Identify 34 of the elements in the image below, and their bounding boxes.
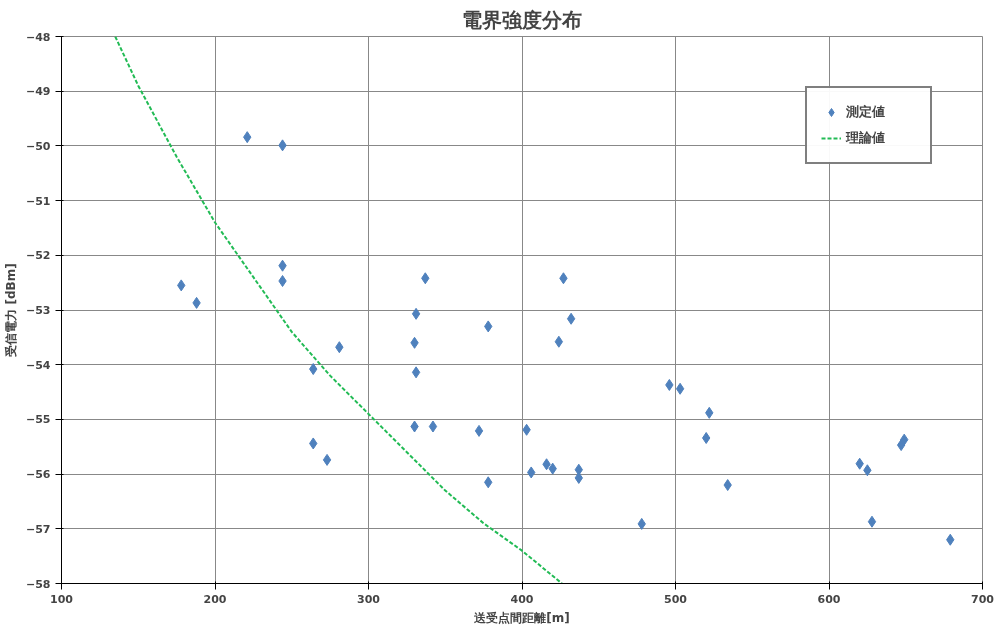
y-tick-label: −54: [25, 358, 51, 372]
y-tick-label: −53: [25, 304, 51, 317]
y-axis-title: 受信電力 [dBm]: [3, 263, 18, 358]
y-tick-label: −52: [25, 249, 51, 263]
legend-label: 理論値: [846, 129, 886, 147]
y-tick-label: −57: [25, 522, 51, 536]
point: [474, 424, 484, 437]
y-tick-label: −49: [25, 85, 51, 99]
point: [566, 312, 576, 325]
point: [411, 307, 421, 320]
y-tick-label: −48: [25, 30, 51, 44]
point: [702, 432, 711, 444]
x-tick-label: 300: [357, 592, 381, 606]
x-axis-title: 送受点間距離[m]: [473, 610, 570, 625]
x-tick-label: 600: [817, 592, 841, 606]
point: [428, 420, 438, 433]
x-tick-label: 400: [510, 592, 534, 606]
legend-label: 測定値: [846, 103, 886, 121]
point: [675, 382, 685, 395]
x-tick-label: 100: [50, 592, 74, 606]
x-tick-label: 500: [664, 592, 688, 606]
point: [867, 515, 877, 528]
x-tick-label: 700: [971, 592, 995, 606]
point: [322, 453, 332, 466]
y-tick-label: −50: [25, 139, 51, 153]
y-tick-label: −56: [25, 468, 51, 482]
point: [411, 366, 421, 379]
y-tick-label: −55: [25, 413, 51, 427]
line-series: [114, 36, 563, 584]
point: [554, 335, 564, 348]
x-tick-label: 200: [203, 592, 227, 606]
chart-title: 電界強度分布: [462, 7, 582, 32]
y-tick-label: −58: [25, 577, 51, 591]
y-tick-label: −51: [25, 194, 51, 208]
